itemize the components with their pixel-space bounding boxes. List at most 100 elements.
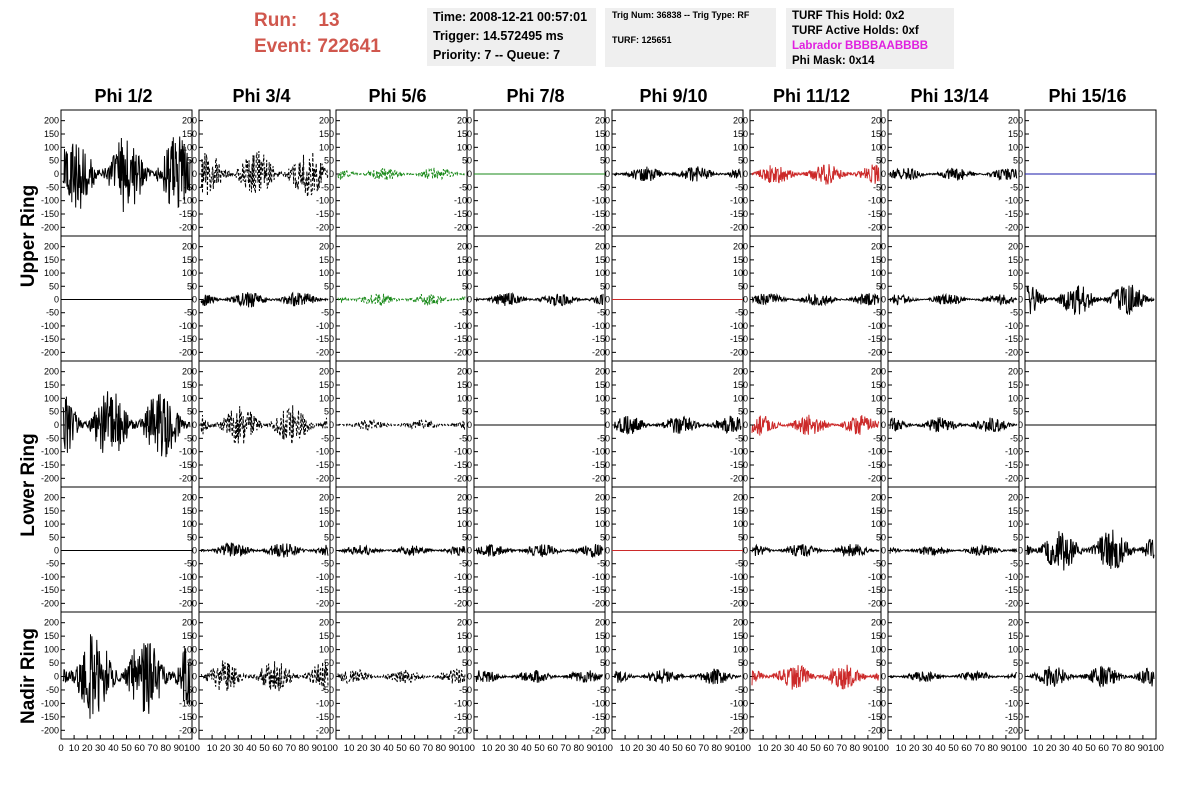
y-tick-label: 50: [738, 532, 748, 542]
y-tick-label: 150: [457, 255, 472, 265]
y-tick-label: 100: [182, 142, 197, 152]
y-tick-label: -50: [1010, 433, 1023, 443]
x-tick-label: 100: [735, 743, 751, 754]
y-tick-label: -50: [459, 433, 472, 443]
x-tick-label: 50: [396, 743, 407, 754]
y-tick-label: 100: [319, 142, 334, 152]
y-tick-label: -150: [179, 712, 197, 722]
x-tick-label: 100: [184, 743, 200, 754]
y-tick-label: -100: [179, 572, 197, 582]
y-tick-label: -50: [735, 433, 748, 443]
x-tick-label: 40: [797, 743, 808, 754]
y-tick-label: 0: [605, 546, 610, 556]
y-tick-label: -50: [735, 182, 748, 192]
y-tick-label: 50: [324, 156, 334, 166]
y-tick-label: -100: [592, 698, 610, 708]
y-tick-label: -100: [730, 196, 748, 206]
y-tick-label: 50: [462, 281, 472, 291]
y-tick-label: 100: [595, 645, 610, 655]
x-tick-label: 90: [725, 743, 736, 754]
y-tick-label: 0: [54, 295, 59, 305]
y-tick-label: 100: [871, 268, 886, 278]
y-tick-label: 50: [1013, 156, 1023, 166]
trigger-text: Trigger: 14.572495 ms: [433, 29, 564, 43]
y-tick-label: 0: [54, 546, 59, 556]
y-tick-label: 50: [1013, 407, 1023, 417]
x-tick-label: 70: [1111, 743, 1122, 754]
x-tick-label: 30: [922, 743, 933, 754]
y-tick-label: 0: [54, 672, 59, 682]
y-tick-label: -50: [597, 182, 610, 192]
y-tick-label: 200: [733, 618, 748, 628]
y-tick-label: -50: [184, 308, 197, 318]
y-tick-label: 150: [457, 129, 472, 139]
y-tick-label: 150: [1008, 380, 1023, 390]
y-tick-label: 100: [1008, 142, 1023, 152]
waveform-trace: [889, 417, 1018, 433]
y-tick-label: 200: [1008, 242, 1023, 252]
y-tick-label: 150: [1008, 631, 1023, 641]
y-tick-label: 0: [743, 546, 748, 556]
y-tick-label: 50: [876, 281, 886, 291]
y-tick-label: -200: [868, 222, 886, 232]
y-tick-label: 200: [44, 493, 59, 503]
run-line: Run: 13: [254, 8, 381, 34]
y-tick-label: 200: [319, 618, 334, 628]
y-tick-label: -100: [868, 447, 886, 457]
y-tick-label: -200: [730, 473, 748, 483]
waveform-trace: [337, 167, 466, 181]
x-tick-label: 90: [174, 743, 185, 754]
y-tick-label: 0: [881, 169, 886, 179]
y-tick-label: 150: [1008, 506, 1023, 516]
y-tick-label: -200: [41, 598, 59, 608]
y-tick-label: 200: [182, 367, 197, 377]
y-tick-label: 200: [457, 367, 472, 377]
y-tick-label: -200: [41, 725, 59, 735]
y-tick-label: 50: [187, 156, 197, 166]
y-tick-label: 0: [467, 672, 472, 682]
x-tick-label: 70: [836, 743, 847, 754]
y-tick-label: -50: [184, 433, 197, 443]
waveform-trace: [338, 419, 466, 431]
y-tick-label: 50: [600, 532, 610, 542]
labrador-text: Labrador BBBBAABBBB: [792, 40, 929, 52]
y-tick-label: -200: [730, 598, 748, 608]
y-tick-label: -50: [459, 182, 472, 192]
run-event-box: Run: 13 Event: 722641: [254, 8, 381, 60]
y-tick-label: 150: [733, 380, 748, 390]
y-tick-label: 100: [457, 519, 472, 529]
trig-info-box: Trig Num: 36838 -- Trig Type: RF TURF: 1…: [605, 8, 776, 67]
y-tick-label: -200: [730, 222, 748, 232]
waveform-trace: [751, 293, 880, 307]
y-tick-label: -50: [873, 685, 886, 695]
y-tick-label: 200: [733, 367, 748, 377]
y-tick-label: 50: [49, 658, 59, 668]
y-tick-label: 0: [192, 295, 197, 305]
y-tick-label: 100: [182, 393, 197, 403]
y-tick-label: -150: [1005, 460, 1023, 470]
y-tick-label: 0: [329, 672, 334, 682]
y-tick-label: -50: [184, 559, 197, 569]
y-tick-label: 150: [44, 506, 59, 516]
y-tick-label: 50: [324, 281, 334, 291]
x-tick-label: 70: [422, 743, 433, 754]
y-tick-label: -100: [730, 572, 748, 582]
y-tick-label: 100: [595, 268, 610, 278]
y-tick-label: 0: [192, 546, 197, 556]
y-tick-label: -150: [868, 209, 886, 219]
time-text: Time: 2008-12-21 00:57:01: [433, 10, 588, 24]
panel-frame: [60, 486, 193, 613]
y-tick-label: 150: [871, 380, 886, 390]
y-tick-label: -50: [735, 685, 748, 695]
y-tick-label: -100: [1005, 572, 1023, 582]
x-tick-label: 40: [935, 743, 946, 754]
waveform-trace: [1027, 665, 1155, 688]
y-tick-label: -50: [1010, 308, 1023, 318]
y-tick-label: 150: [319, 255, 334, 265]
y-tick-label: 150: [44, 380, 59, 390]
y-tick-label: 200: [457, 493, 472, 503]
y-tick-label: -200: [179, 598, 197, 608]
x-tick-label: 60: [547, 743, 558, 754]
panel-frame: [60, 235, 193, 362]
x-tick-label: 60: [134, 743, 145, 754]
